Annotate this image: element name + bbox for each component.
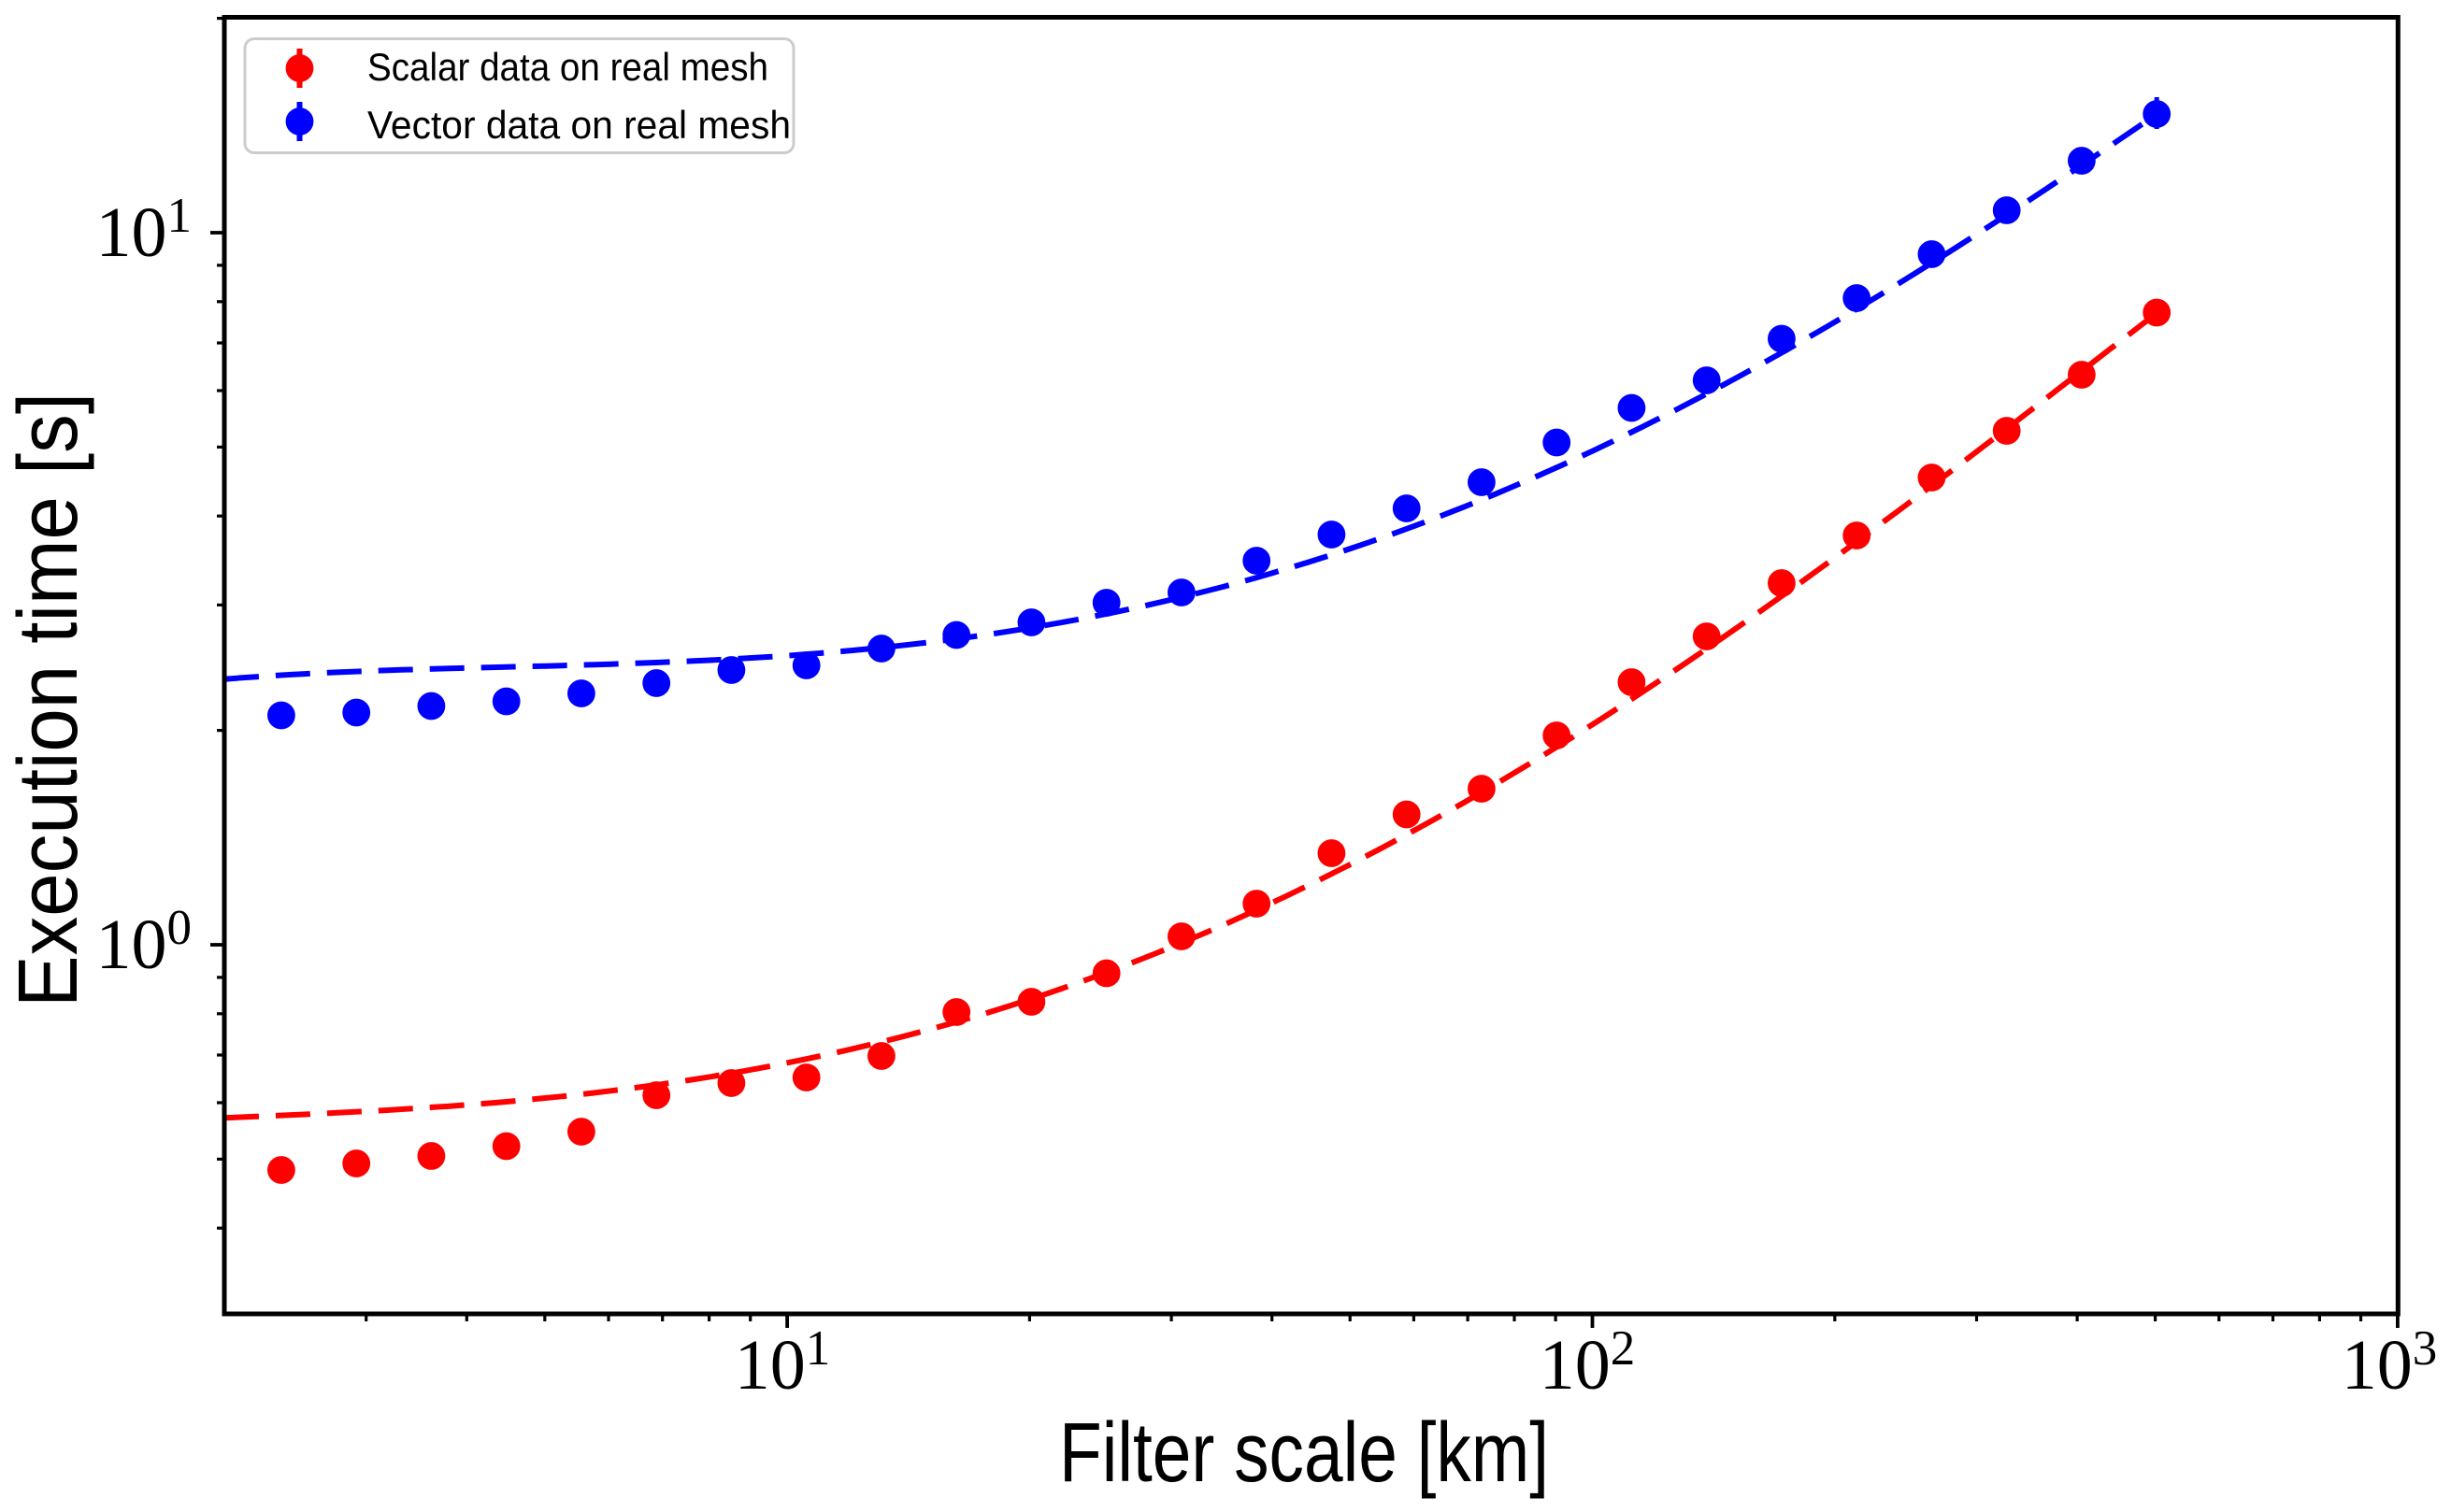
svg-text:Execution time [s]: Execution time [s]: [2, 392, 95, 1007]
svg-text:101: 101: [735, 1321, 831, 1405]
svg-text:Scalar data on real mesh: Scalar data on real mesh: [367, 45, 768, 89]
svg-text:Vector data on real mesh: Vector data on real mesh: [367, 103, 791, 147]
svg-text:Filter scale [km]: Filter scale [km]: [1059, 1406, 1549, 1500]
